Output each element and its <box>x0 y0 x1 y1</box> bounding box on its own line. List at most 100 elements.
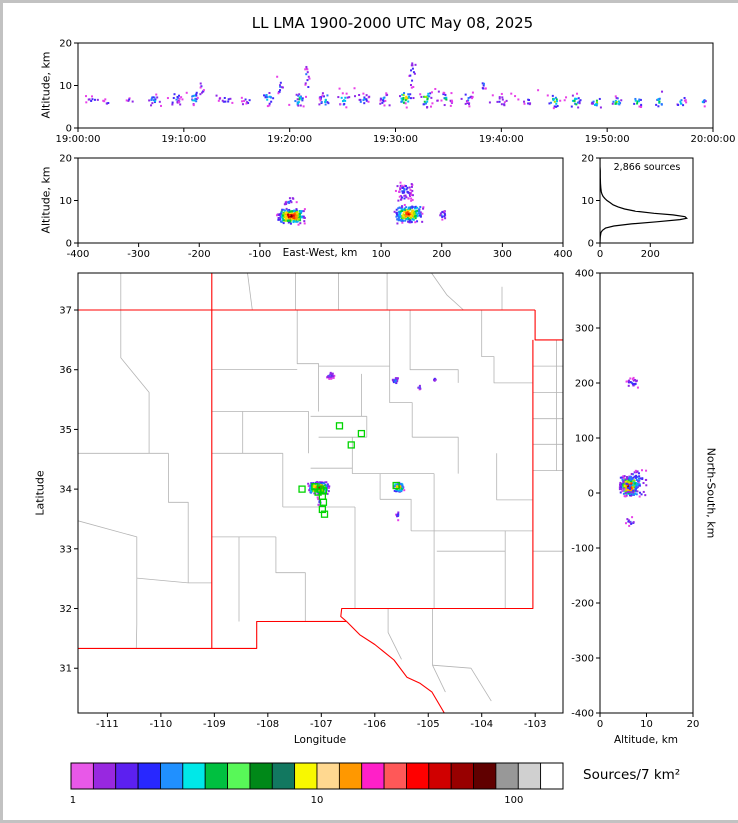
y-tick-label: 34 <box>59 485 72 496</box>
colorbar-cell <box>450 762 474 790</box>
x-tick-label: 10 <box>640 719 653 730</box>
y-tick-label: -400 <box>571 709 594 720</box>
cg-strike-square <box>318 505 327 514</box>
cg-strike-square <box>314 488 322 496</box>
ew-height-panel: -400 -300 -200 -100 100 200 300 400 0 10 20 <box>59 154 572 261</box>
colorbar-cell <box>473 762 497 790</box>
y-tick-label: 300 <box>575 324 594 335</box>
colorbar-cell <box>70 762 94 790</box>
colorbar-cell <box>316 762 340 790</box>
x-tick-label: -103 <box>524 719 547 730</box>
y-tick-label: 20 <box>59 154 72 165</box>
alt-histogram-frame <box>599 157 694 244</box>
time_height-points <box>85 62 707 110</box>
x-tick-label: 400 <box>553 249 572 260</box>
ns-panel-xlabel: Altitude, km <box>613 734 679 746</box>
time-height-frame <box>77 42 714 129</box>
colorbar-cell <box>495 762 519 790</box>
x-tick-label: 19:50:00 <box>585 134 630 145</box>
x-tick-label: -110 <box>150 719 173 730</box>
cg-strike-square <box>347 441 355 449</box>
x-tick-label: 20 <box>687 719 700 730</box>
altitude-histogram-line <box>600 158 688 243</box>
x-tick-label: -200 <box>188 249 211 260</box>
colorbar-cell <box>204 762 228 790</box>
colorbar-cell <box>115 762 139 790</box>
ns-height-panel: 0 10 20 400 300 200 100 0 -100 -200 -300 -400 <box>571 269 699 731</box>
colorbar: 1 10 100 <box>70 762 564 806</box>
y-tick-label: 33 <box>59 544 72 555</box>
y-tick-label: 36 <box>59 365 72 376</box>
y-tick-label: 200 <box>575 379 594 390</box>
plot-svg: 19:00:00 19:10:00 19:20:00 19:30:00 19:40:00… <box>56 39 736 807</box>
colorbar-frame <box>70 762 564 790</box>
y-tick-label: 10 <box>59 196 72 207</box>
y-tick-label: 400 <box>575 269 594 280</box>
x-tick-label: -105 <box>417 719 440 730</box>
x-tick-label: 19:00:00 <box>56 134 101 145</box>
y-tick-label: 0 <box>66 124 72 135</box>
x-tick-label: -400 <box>67 249 90 260</box>
x-tick-label: -300 <box>127 249 150 260</box>
y-tick-label: 37 <box>59 306 72 317</box>
x-tick-label: -100 <box>249 249 272 260</box>
colorbar-cell <box>137 762 161 790</box>
x-tick-label: 200 <box>432 249 451 260</box>
x-tick-label: 200 <box>641 249 660 260</box>
cg-strike-square <box>320 510 329 518</box>
x-tick-label: 19:10:00 <box>161 134 206 145</box>
colorbar-cell <box>294 762 318 790</box>
time-height-panel: 19:00:00 19:10:00 19:20:00 19:30:00 19:40:00… <box>56 39 736 146</box>
x-tick-label: 300 <box>493 249 512 260</box>
map-frame <box>77 272 564 714</box>
x-tick-label: -106 <box>363 719 386 730</box>
colorbar-cell <box>338 762 363 790</box>
y-tick-label: 10 <box>581 196 594 207</box>
x-tick-label: 19:30:00 <box>373 134 418 145</box>
y-tick-label: 0 <box>588 239 594 250</box>
cg-strike-square <box>319 498 328 506</box>
x-tick-label: 20:00:00 <box>691 134 736 145</box>
y-tick-label: 32 <box>59 604 72 615</box>
colorbar-cell <box>406 762 430 790</box>
colorbar-tick-label: 1 <box>70 795 76 806</box>
colorbar-cell <box>182 762 206 790</box>
colorbar-label: Sources/7 km² <box>583 767 681 783</box>
colorbar-cell <box>249 762 273 790</box>
y-tick-label: 20 <box>581 154 594 165</box>
colorbar-cell <box>271 762 296 790</box>
cg-strike-square <box>357 429 366 438</box>
y-tick-label: -200 <box>571 599 594 610</box>
colorbar-cell <box>540 762 564 790</box>
colorbar-tick-label: 100 <box>504 795 523 806</box>
y-tick-label: 100 <box>575 434 594 445</box>
ew-panel-xlabel: East-West, km <box>282 247 358 259</box>
ns-height-frame <box>599 272 694 714</box>
y-tick-label: 20 <box>59 39 72 50</box>
cg-strike-square <box>335 422 344 430</box>
x-tick-label: 19:20:00 <box>267 134 312 145</box>
x-tick-label: 0 <box>597 719 603 730</box>
cg-strike-square <box>392 481 400 490</box>
y-tick-label: 0 <box>66 239 72 250</box>
county-borders <box>78 273 563 702</box>
y-tick-label: -300 <box>571 654 594 665</box>
ew_height-points <box>275 181 447 226</box>
ew-height-frame <box>77 157 564 244</box>
x-tick-label: -111 <box>96 719 119 730</box>
y-tick-label: 0 <box>588 489 594 500</box>
x-tick-label: 19:40:00 <box>479 134 524 145</box>
ns_height-points <box>618 376 648 527</box>
colorbar-cell <box>361 762 385 790</box>
cg-strike-squares <box>298 422 400 518</box>
y-tick-label: -100 <box>571 544 594 555</box>
plot-title: LL LMA 1900-2000 UTC May 08, 2025 <box>251 14 534 32</box>
map-panel: -111 -110 -109 -108 -107 -106 -105 -104 -103 31 32… <box>59 272 564 730</box>
x-tick-label: -109 <box>203 719 226 730</box>
x-tick-label: -107 <box>310 719 333 730</box>
colorbar-cell <box>227 762 251 790</box>
colorbar-cell <box>517 762 542 790</box>
y-tick-label: 31 <box>59 664 72 675</box>
colorbar-cell <box>383 762 407 790</box>
